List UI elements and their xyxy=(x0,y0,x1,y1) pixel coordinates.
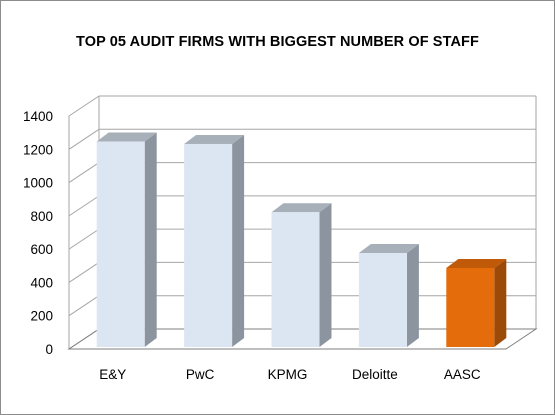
y-tick-label: 0 xyxy=(45,342,53,357)
y-tick-label: 800 xyxy=(30,209,53,224)
gridline-depth-2 xyxy=(68,262,100,283)
y-tick-label: 1400 xyxy=(23,109,53,124)
bar-top-1 xyxy=(184,134,245,144)
bar-top-0 xyxy=(96,132,157,142)
y-axis: 0 200 400 600 800 1000 1200 1400 xyxy=(23,109,53,357)
gridline-depth-1 xyxy=(68,295,100,317)
gridline-depth-5 xyxy=(68,162,100,183)
x-tick-label: KPMG xyxy=(268,367,308,382)
bar-side-3 xyxy=(406,243,419,347)
x-tick-label: Deloitte xyxy=(352,367,398,382)
bar-top-2 xyxy=(271,203,332,213)
x-tick-label: PwC xyxy=(186,367,215,382)
bar-3 xyxy=(358,252,407,347)
y-tick-label: 600 xyxy=(30,242,53,257)
y-tick-label: 400 xyxy=(30,275,53,290)
y-tick-label: 1200 xyxy=(23,142,53,157)
bar-2 xyxy=(271,212,320,347)
gridline-depth-4 xyxy=(68,195,100,217)
x-tick-label: AASC xyxy=(444,367,481,382)
bar-side-2 xyxy=(319,203,332,347)
gridline-depth-7 xyxy=(68,95,100,117)
y-tick-label: 1000 xyxy=(23,176,53,191)
bar-side-4 xyxy=(494,258,507,347)
chart-floor xyxy=(67,328,538,350)
bar-side-1 xyxy=(232,134,245,347)
x-axis: E&Y PwC KPMG Deloitte AASC xyxy=(99,367,481,382)
gridline-depth-3 xyxy=(68,228,100,250)
bar-top-4 xyxy=(446,258,507,268)
gridline-depth-6 xyxy=(68,128,100,150)
bar-top-3 xyxy=(358,243,419,253)
bar-4 xyxy=(446,267,495,347)
y-tick-label: 200 xyxy=(30,309,53,324)
bar-layer xyxy=(96,132,507,347)
chart-title: TOP 05 AUDIT FIRMS WITH BIGGEST NUMBER O… xyxy=(76,34,479,50)
bar-0 xyxy=(96,141,145,347)
bar-1 xyxy=(184,143,233,347)
x-tick-label: E&Y xyxy=(99,367,126,382)
bar-side-0 xyxy=(144,132,157,347)
